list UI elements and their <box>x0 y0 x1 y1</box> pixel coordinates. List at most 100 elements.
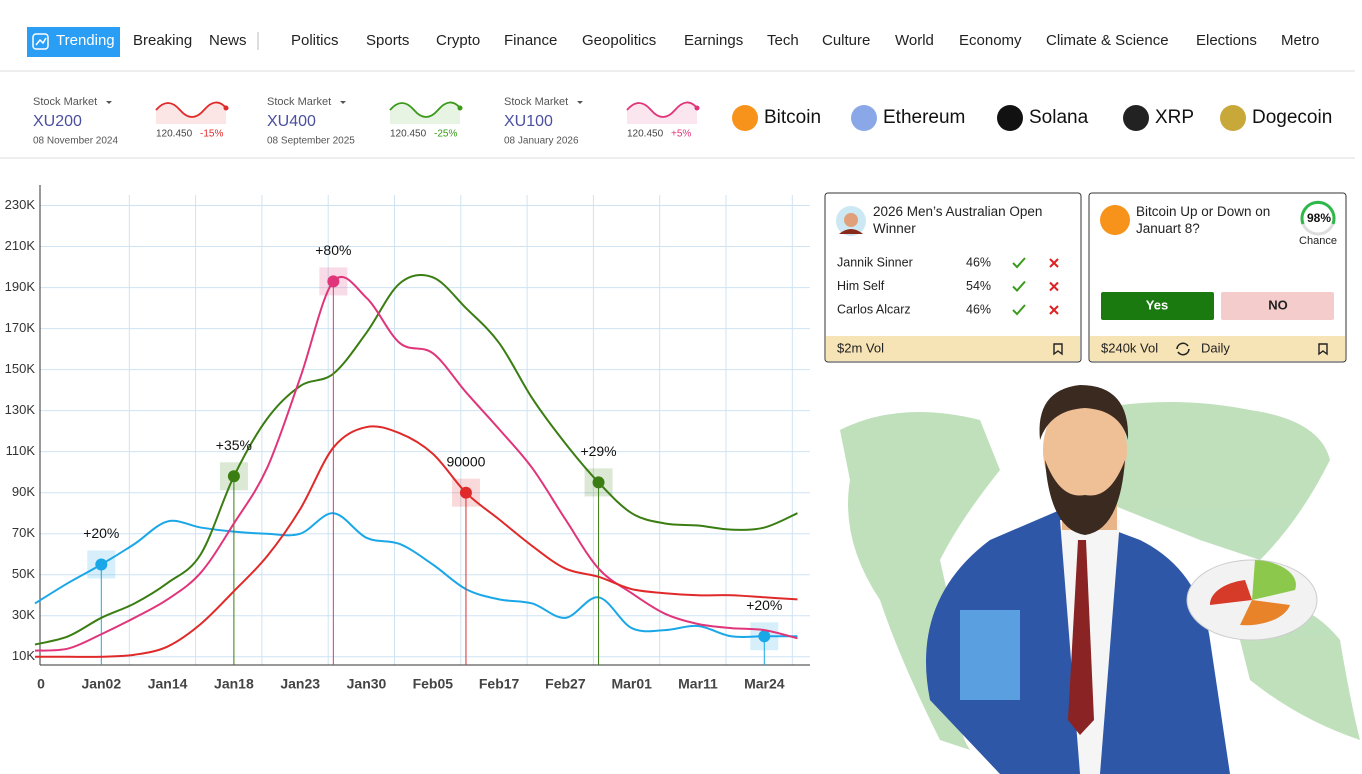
coin-name[interactable]: Bitcoin <box>764 107 821 128</box>
ticker-label: Stock Market <box>504 96 568 108</box>
bookmark-icon[interactable] <box>1053 343 1063 356</box>
nav-item[interactable]: Culture <box>822 32 870 49</box>
ticker-date: 08 November 2024 <box>33 136 118 147</box>
coin-icon <box>732 105 758 131</box>
refresh-icon <box>1176 342 1190 356</box>
frequency: Daily <box>1201 340 1230 355</box>
nav-item[interactable]: Economy <box>959 32 1022 49</box>
ticker-caret <box>106 101 112 104</box>
trending-icon-line <box>35 37 47 46</box>
gauge-arc <box>1300 201 1336 225</box>
volume: $240k Vol <box>1101 340 1158 355</box>
nav-item[interactable]: Politics <box>291 32 339 49</box>
x-tick-label: Mar11 <box>678 676 718 692</box>
marker <box>459 486 472 499</box>
ticker-symbol: XU400 <box>267 113 316 130</box>
check-icon[interactable] <box>1012 257 1026 269</box>
sparkline <box>389 101 461 118</box>
nav-item[interactable]: World <box>895 32 934 49</box>
ticker-symbol: XU100 <box>504 113 553 130</box>
avatar-face <box>844 213 858 227</box>
marker <box>327 275 340 288</box>
y-tick-label: 150K <box>5 361 36 376</box>
x-tick-label: Mar24 <box>744 676 785 692</box>
sparkline-area <box>627 102 697 124</box>
sparkline-dot <box>223 105 229 111</box>
nav-item[interactable]: Trending <box>56 32 115 49</box>
card <box>824 192 1082 363</box>
y-tick-label: 90K <box>12 484 35 499</box>
ticker-label: Stock Market <box>267 96 331 108</box>
outcome-chance: 46% <box>966 302 991 316</box>
bookmark-icon[interactable] <box>1318 343 1328 356</box>
outcome-name: Carlos Alcarz <box>837 302 911 316</box>
sparkline-dot <box>694 105 700 111</box>
x-tick-label: Mar01 <box>611 676 652 692</box>
y-tick-label: 110K <box>6 443 36 458</box>
illustration-person <box>926 385 1318 774</box>
nav-item[interactable]: Breaking <box>133 32 192 49</box>
coin-name[interactable]: Ethereum <box>883 107 965 128</box>
check-icon[interactable] <box>1012 304 1026 316</box>
chart: 0 Jan02 Jan14 Jan18 Jan23 Jan30 Feb05 Feb17 Feb2… <box>5 185 810 692</box>
trending-icon <box>32 33 49 50</box>
no-button[interactable] <box>1221 292 1334 320</box>
yes-label[interactable]: Yes <box>1146 297 1168 312</box>
coin-name[interactable]: Solana <box>1029 107 1089 128</box>
coin-name[interactable]: Dogecoin <box>1252 107 1332 128</box>
cross-icon[interactable] <box>1049 305 1059 315</box>
y-tick-label: 230K <box>5 197 36 212</box>
card-title: 2026 Men’s Australian Open Winner <box>873 204 1043 236</box>
chance-value: 98% <box>1307 211 1331 225</box>
coin-icon <box>851 105 877 131</box>
series-line <box>34 275 798 652</box>
ticker-caret <box>577 101 583 104</box>
y-tick-label: 70K <box>12 525 35 540</box>
coin-name[interactable]: XRP <box>1155 107 1194 128</box>
x-tick-label: Jan02 <box>81 676 121 692</box>
y-tick-label: 190K <box>5 279 36 294</box>
y-tick-label: 30K <box>12 607 35 622</box>
nav-item[interactable]: Climate & Science <box>1046 32 1169 49</box>
x-tick-label: Jan23 <box>280 676 320 692</box>
check-icon[interactable] <box>1012 280 1026 292</box>
value-label: +80% <box>315 242 351 258</box>
cross-icon[interactable] <box>1049 258 1059 268</box>
y-tick-label: 210K <box>5 238 36 253</box>
yes-button[interactable] <box>1101 292 1214 320</box>
value-label: +35% <box>216 437 252 453</box>
value-label: +20% <box>746 597 782 613</box>
ticker-price: 120.450 <box>627 129 664 140</box>
outcome-name: Jannik Sinner <box>837 255 913 269</box>
sparkline <box>626 101 698 118</box>
nav-item[interactable]: Sports <box>366 32 409 49</box>
outcome-chance: 54% <box>966 279 991 293</box>
nav-item[interactable]: News <box>209 32 247 49</box>
outcome-chance: 46% <box>966 255 991 269</box>
nav-item[interactable]: Crypto <box>436 32 480 49</box>
x-tick-label: Jan14 <box>148 676 188 692</box>
nav-item[interactable]: Finance <box>504 32 557 49</box>
coin-icon <box>1123 105 1149 131</box>
nav-item[interactable]: Earnings <box>684 32 743 49</box>
cross-icon[interactable] <box>1049 281 1059 292</box>
nav-item[interactable]: Tech <box>767 32 799 49</box>
ticker-symbol: XU200 <box>33 113 82 130</box>
no-label[interactable]: NO <box>1268 297 1288 312</box>
bitcoin-icon <box>1100 205 1130 235</box>
coin-icon <box>1220 105 1246 131</box>
ticker-price: 120.450 <box>156 129 193 140</box>
x-tick-label: Jan18 <box>214 676 254 692</box>
nav-item[interactable]: Metro <box>1281 32 1319 49</box>
coin-icon <box>997 105 1023 131</box>
y-tick-label: 130K <box>5 402 36 417</box>
nav-item[interactable]: Geopolitics <box>582 32 656 49</box>
x-tick-label: Feb17 <box>479 676 520 692</box>
value-label: +20% <box>83 525 119 541</box>
nav-item[interactable]: Elections <box>1196 32 1257 49</box>
ticker-change: -15% <box>200 129 223 140</box>
volume: $2m Vol <box>837 340 884 355</box>
series-line <box>34 512 798 639</box>
card-footer <box>826 336 1080 361</box>
x-tick-label: Jan30 <box>347 676 387 692</box>
